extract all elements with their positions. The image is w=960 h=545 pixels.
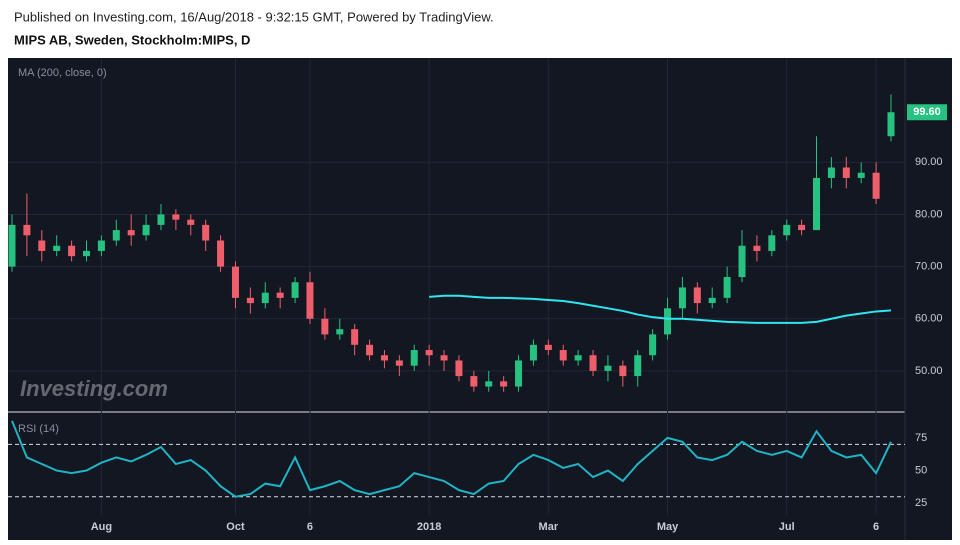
x-tick-label: 6 [307, 521, 313, 533]
indicator-label: MA (200, close, 0) [18, 67, 107, 79]
candle-body [485, 381, 493, 387]
x-tick-label: Jul [779, 521, 795, 533]
candle-body [827, 167, 835, 178]
candle-body [321, 318, 329, 335]
candle-body [276, 292, 284, 298]
candle-body [664, 308, 672, 335]
y-tick-label: 70.00 [915, 260, 943, 272]
candle-body [127, 230, 135, 236]
price-badge [907, 104, 947, 121]
candle-body [351, 329, 359, 345]
candle-body [38, 240, 46, 251]
candle-body [723, 277, 731, 298]
x-tick-label: Aug [91, 521, 112, 533]
candle-body [68, 245, 76, 257]
candle-body [857, 172, 865, 178]
candle-body [336, 329, 344, 335]
y-tick-label: 25 [915, 497, 927, 509]
candle-body [53, 245, 61, 251]
y-tick-label: 50.00 [915, 365, 943, 377]
candle-body [619, 365, 627, 377]
candle-body [261, 292, 269, 304]
candle-body [842, 167, 850, 178]
candle-body [634, 355, 642, 377]
price-label: 99.60 [913, 106, 941, 118]
x-tick-label: Oct [226, 521, 245, 533]
candle-body [574, 355, 582, 361]
candle-body [753, 245, 761, 251]
candle-body [97, 240, 105, 251]
candle-body [798, 224, 806, 231]
candle-body [231, 266, 239, 298]
candle-body [187, 219, 195, 225]
y-tick-label: 75 [915, 432, 927, 444]
candle-body [470, 376, 478, 387]
candle-body [515, 360, 523, 387]
candle-body [157, 214, 165, 225]
symbol-title: MIPS AB, Sweden, Stockholm:MIPS, D [14, 32, 250, 47]
candle-body [23, 224, 31, 236]
candle-body [440, 355, 448, 361]
rsi-line [11, 420, 892, 498]
y-tick-label: 50 [915, 464, 927, 476]
candle-body [8, 224, 16, 267]
y-tick-label: 80.00 [915, 208, 943, 220]
candle-body [649, 334, 657, 356]
y-tick-label: 90.00 [915, 156, 943, 168]
candle-body [306, 282, 314, 319]
y-tick-label: 60.00 [915, 313, 943, 325]
candle-body [738, 245, 746, 278]
x-tick-label: 6 [873, 521, 879, 533]
candle-body [500, 381, 508, 387]
candle-body [291, 282, 299, 298]
published-note: Published on Investing.com, 16/Aug/2018 … [14, 9, 494, 24]
x-tick-label: May [657, 521, 679, 533]
candle-body [693, 287, 701, 304]
candle-body [544, 344, 552, 351]
candle-body [425, 350, 433, 356]
candle-body [768, 235, 776, 251]
candle-body [813, 177, 821, 231]
candle-body [366, 344, 374, 356]
candle-body [783, 224, 791, 236]
candle-body [529, 344, 537, 361]
chart-background [8, 58, 952, 540]
candle-body [455, 360, 463, 377]
candle-body [872, 172, 880, 199]
candle-body [678, 287, 686, 309]
candle-body [142, 224, 150, 236]
candle-body [887, 112, 895, 137]
candle-body [604, 365, 612, 371]
candle-body [172, 214, 180, 220]
x-tick-label: Mar [539, 521, 559, 533]
candle-body [217, 240, 225, 267]
candle-body [410, 350, 418, 366]
watermark: Investing.com [20, 376, 168, 401]
candle-body [82, 250, 90, 257]
candle-body [202, 224, 210, 241]
candle-body [246, 297, 254, 304]
ma-line [429, 294, 892, 324]
candle-body [112, 230, 120, 241]
candle-body [380, 355, 388, 361]
candle-body [589, 355, 597, 371]
indicator-label: RSI (14) [18, 423, 59, 435]
x-tick-label: 2018 [417, 521, 441, 533]
candle-body [559, 350, 567, 361]
candle-body [708, 297, 716, 304]
candle-body [395, 360, 403, 366]
